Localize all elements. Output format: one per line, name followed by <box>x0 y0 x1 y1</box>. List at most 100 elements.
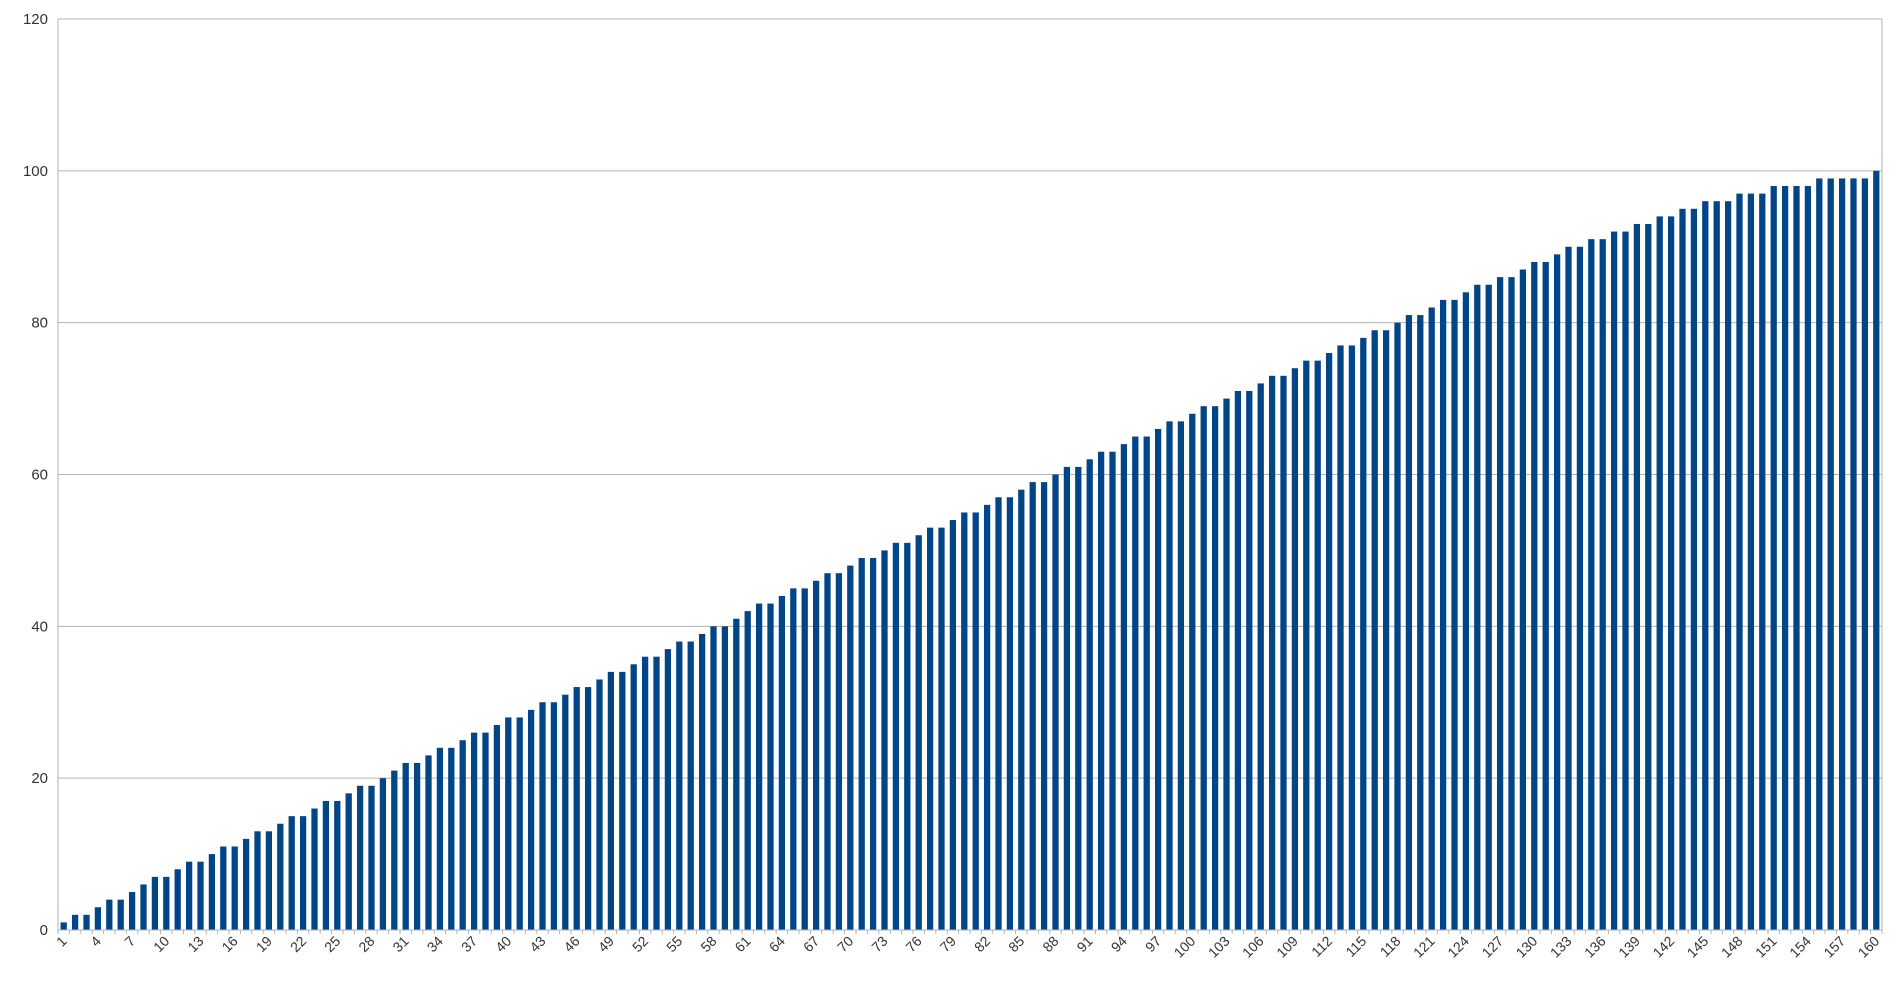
bar-156 <box>1827 178 1834 930</box>
bar-25 <box>334 800 341 930</box>
axes <box>57 19 1883 934</box>
bar-99 <box>1177 421 1185 930</box>
bar-16 <box>231 846 238 930</box>
bar-12 <box>185 861 193 930</box>
bar-20 <box>277 823 284 930</box>
x-tick-label-115: 115 <box>1342 933 1369 960</box>
x-tick-label-91: 91 <box>1073 933 1095 955</box>
bar-117 <box>1382 330 1390 930</box>
bar-22 <box>299 816 307 931</box>
bar-32 <box>413 762 421 930</box>
bar-130 <box>1531 261 1538 930</box>
x-tick-label-61: 61 <box>731 933 753 955</box>
bar-94 <box>1120 444 1128 930</box>
x-tick-label-19: 19 <box>253 933 275 955</box>
y-tick-label-20: 20 <box>31 770 48 787</box>
bar-111 <box>1314 360 1321 931</box>
bar-60 <box>733 618 740 930</box>
bar-50 <box>619 671 626 930</box>
bar-147 <box>1724 201 1732 930</box>
bar-13 <box>197 861 204 930</box>
x-tick-label-46: 46 <box>560 933 582 955</box>
bar-110 <box>1303 360 1310 931</box>
x-tick-label-1: 1 <box>53 933 70 950</box>
bar-41 <box>516 717 523 930</box>
x-tick-label-16: 16 <box>218 933 240 955</box>
bar-63 <box>767 603 774 930</box>
bar-140 <box>1645 223 1652 931</box>
x-tick-label-73: 73 <box>868 933 890 955</box>
bar-133 <box>1565 246 1572 930</box>
bar-72 <box>869 558 877 930</box>
x-tick-label-154: 154 <box>1786 933 1814 961</box>
x-tick-label-76: 76 <box>902 933 924 955</box>
bar-65 <box>790 588 797 931</box>
bar-137 <box>1610 231 1618 930</box>
x-tick-label-64: 64 <box>766 933 788 955</box>
bar-126 <box>1485 284 1492 931</box>
bar-157 <box>1838 178 1846 930</box>
bar-68 <box>824 573 831 930</box>
bar-35 <box>448 747 455 930</box>
bars <box>60 170 1880 931</box>
bar-154 <box>1804 186 1812 930</box>
x-tick-label-106: 106 <box>1239 933 1267 961</box>
bar-138 <box>1622 231 1629 930</box>
x-tick-label-121: 121 <box>1410 933 1438 961</box>
bar-75 <box>904 542 911 930</box>
bar-3 <box>83 914 90 930</box>
bar-43 <box>539 702 546 930</box>
bar-48 <box>596 679 603 930</box>
bar-47 <box>584 687 592 930</box>
x-tick-label-82: 82 <box>971 933 993 955</box>
bar-18 <box>254 831 261 930</box>
bar-27 <box>356 785 364 930</box>
x-tick-label-58: 58 <box>697 933 719 955</box>
y-tick-label-80: 80 <box>31 315 48 332</box>
x-axis-tick-labels: 1 4 7 10 13 16 19 22 25 28 31 34 37 40 43 46 49 52 55 58 61 6… <box>53 933 1883 961</box>
x-tick-label-13: 13 <box>184 933 206 955</box>
bar-115 <box>1360 337 1367 931</box>
bar-131 <box>1542 261 1549 930</box>
bar-145 <box>1702 201 1709 930</box>
bar-124 <box>1462 292 1470 930</box>
x-tick-label-151: 151 <box>1752 933 1780 961</box>
bar-21 <box>288 816 295 931</box>
x-tick-label-97: 97 <box>1142 933 1164 955</box>
bar-10 <box>163 876 170 930</box>
bar-28 <box>368 785 375 930</box>
bar-6 <box>117 899 124 930</box>
bar-61 <box>744 611 751 930</box>
bar-69 <box>835 573 843 930</box>
bar-92 <box>1097 451 1105 930</box>
bar-29 <box>379 778 387 930</box>
y-tick-label-0: 0 <box>40 922 48 939</box>
x-tick-label-100: 100 <box>1171 933 1199 961</box>
bar-97 <box>1154 428 1162 930</box>
bar-153 <box>1793 186 1800 930</box>
bar-45 <box>562 694 569 930</box>
bar-67 <box>812 580 820 930</box>
bar-4 <box>94 907 102 930</box>
x-tick-label-67: 67 <box>800 933 822 955</box>
bar-54 <box>664 649 672 930</box>
bar-71 <box>858 558 865 930</box>
bar-142 <box>1667 216 1675 930</box>
bar-44 <box>550 702 558 930</box>
bar-90 <box>1075 466 1082 930</box>
x-tick-label-28: 28 <box>355 933 377 955</box>
bar-155 <box>1816 178 1823 930</box>
bar-109 <box>1291 368 1299 931</box>
bar-7 <box>128 892 136 930</box>
bar-89 <box>1063 466 1071 930</box>
bar-49 <box>607 671 615 930</box>
bar-17 <box>242 838 250 930</box>
x-tick-label-103: 103 <box>1205 933 1233 961</box>
bar-116 <box>1371 330 1378 930</box>
bar-14 <box>208 854 216 930</box>
bar-38 <box>482 732 489 930</box>
bar-36 <box>459 740 466 930</box>
x-tick-label-49: 49 <box>595 933 617 955</box>
bar-77 <box>926 527 934 930</box>
x-tick-label-142: 142 <box>1649 933 1677 961</box>
